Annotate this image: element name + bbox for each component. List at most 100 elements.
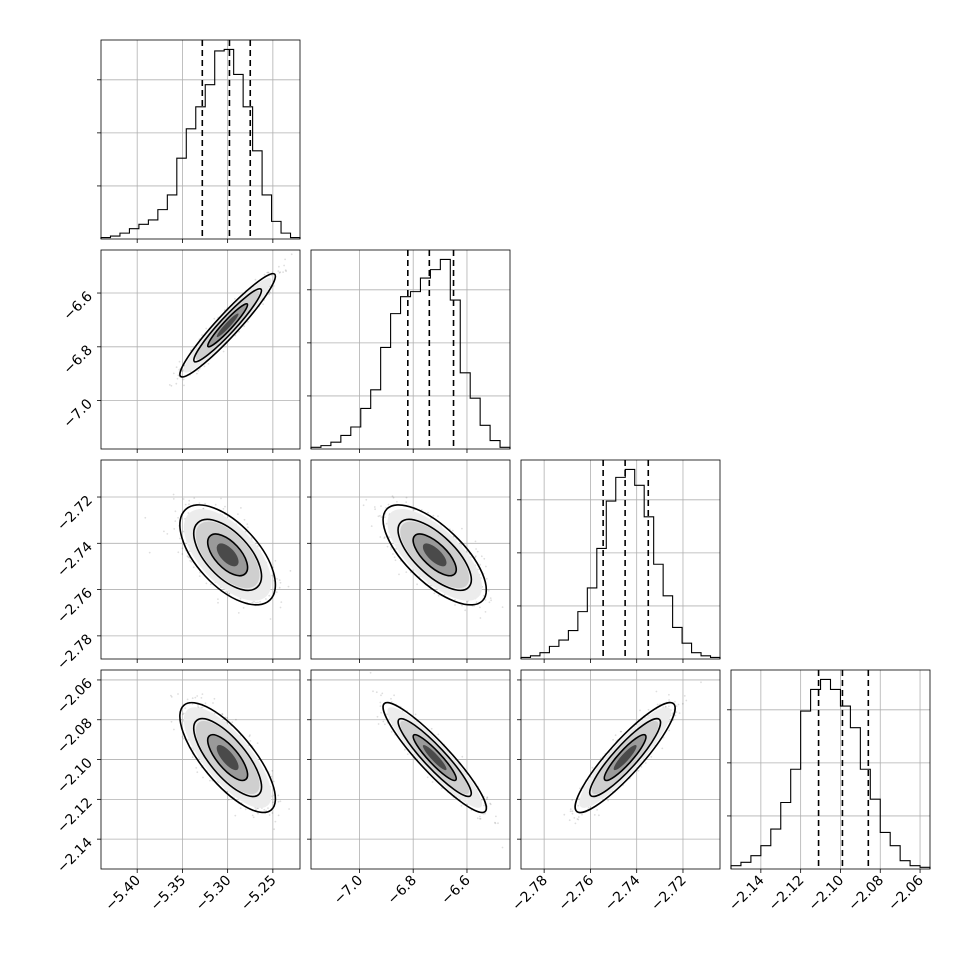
sample-point	[205, 582, 208, 585]
sample-point	[170, 694, 172, 697]
sample-point	[474, 540, 477, 543]
sample-point	[466, 600, 468, 603]
ytick-label: −2.10	[54, 755, 96, 797]
sample-point	[285, 270, 287, 273]
sample-point	[479, 606, 481, 609]
sample-point	[256, 545, 259, 547]
sample-point	[274, 820, 277, 823]
sample-point	[484, 599, 487, 601]
sample-point	[370, 525, 373, 527]
panel-0-0	[97, 39, 301, 243]
sample-point	[177, 693, 179, 695]
sample-point	[282, 271, 284, 273]
panel-1-1	[307, 249, 511, 453]
sample-point	[274, 559, 277, 562]
sample-point	[192, 566, 195, 569]
sample-point	[387, 503, 390, 506]
density-fill	[387, 509, 483, 601]
ytick-label: −2.12	[54, 795, 96, 837]
sample-point	[170, 384, 173, 387]
sample-point	[184, 707, 187, 709]
sample-point	[433, 592, 436, 595]
sample-point	[181, 547, 184, 550]
sample-point	[226, 717, 229, 719]
sample-point	[278, 586, 281, 589]
sample-point	[380, 516, 383, 518]
sample-point	[257, 601, 259, 604]
sample-point	[173, 528, 176, 530]
sample-point	[204, 702, 207, 705]
sample-point	[372, 690, 374, 693]
sample-point	[247, 526, 249, 529]
sample-point	[252, 816, 255, 819]
sample-point	[173, 728, 175, 731]
sample-point	[391, 495, 394, 497]
sample-point	[369, 671, 372, 674]
sample-point	[475, 548, 477, 550]
sample-point	[187, 556, 190, 558]
sample-point	[437, 594, 440, 597]
panel-1-0: −7.0−6.8−6.6	[60, 249, 301, 453]
sample-point	[278, 265, 280, 268]
sample-point	[222, 508, 225, 510]
sample-point	[461, 604, 463, 607]
sample-point	[451, 529, 454, 532]
sample-point	[489, 597, 492, 599]
sample-point	[284, 269, 287, 272]
sample-point	[267, 807, 269, 810]
sample-point	[182, 498, 185, 500]
sample-point	[480, 555, 483, 558]
sample-point	[277, 270, 280, 272]
sample-point	[182, 737, 185, 740]
sample-point	[222, 350, 225, 353]
sample-point	[265, 598, 267, 600]
sample-point	[482, 594, 485, 597]
sample-point	[392, 496, 395, 499]
sample-point	[213, 697, 216, 700]
sample-point	[178, 368, 181, 371]
sample-point	[202, 507, 205, 510]
sample-point	[380, 505, 382, 507]
sample-point	[375, 691, 378, 694]
sample-point	[365, 498, 368, 501]
sample-point	[221, 713, 224, 716]
ytick-label: −6.6	[60, 288, 95, 323]
sample-point	[168, 384, 171, 386]
sample-point	[394, 559, 397, 562]
sample-point	[183, 384, 185, 387]
sample-point	[203, 365, 206, 368]
sample-point	[225, 590, 228, 593]
sample-point	[217, 601, 219, 604]
xtick-label: −5.30	[193, 873, 235, 915]
sample-point	[266, 271, 268, 274]
sample-point	[257, 812, 259, 815]
sample-point	[398, 573, 400, 576]
sample-point	[501, 846, 504, 849]
sample-point	[212, 702, 214, 704]
sample-point	[201, 693, 204, 695]
sample-point	[273, 780, 275, 783]
sample-point	[209, 779, 211, 782]
sample-point	[268, 814, 271, 816]
contour-1	[193, 287, 263, 363]
sample-point	[253, 600, 255, 603]
sample-point	[278, 272, 281, 274]
sample-point	[279, 800, 282, 803]
sample-point	[191, 703, 194, 705]
sample-point	[431, 781, 434, 783]
sample-point	[251, 601, 254, 604]
sample-point	[201, 706, 204, 709]
sample-point	[196, 372, 198, 375]
ytick-label: −2.72	[54, 493, 96, 535]
sample-point	[174, 510, 177, 513]
sample-point	[362, 504, 365, 507]
sample-point	[380, 694, 382, 697]
sample-point	[432, 514, 435, 517]
sample-point	[271, 812, 274, 814]
sample-point	[405, 571, 408, 573]
contour-0	[206, 302, 249, 348]
sample-point	[202, 776, 204, 779]
sample-point	[483, 804, 485, 807]
sample-point	[416, 583, 418, 586]
sample-point	[430, 727, 433, 730]
